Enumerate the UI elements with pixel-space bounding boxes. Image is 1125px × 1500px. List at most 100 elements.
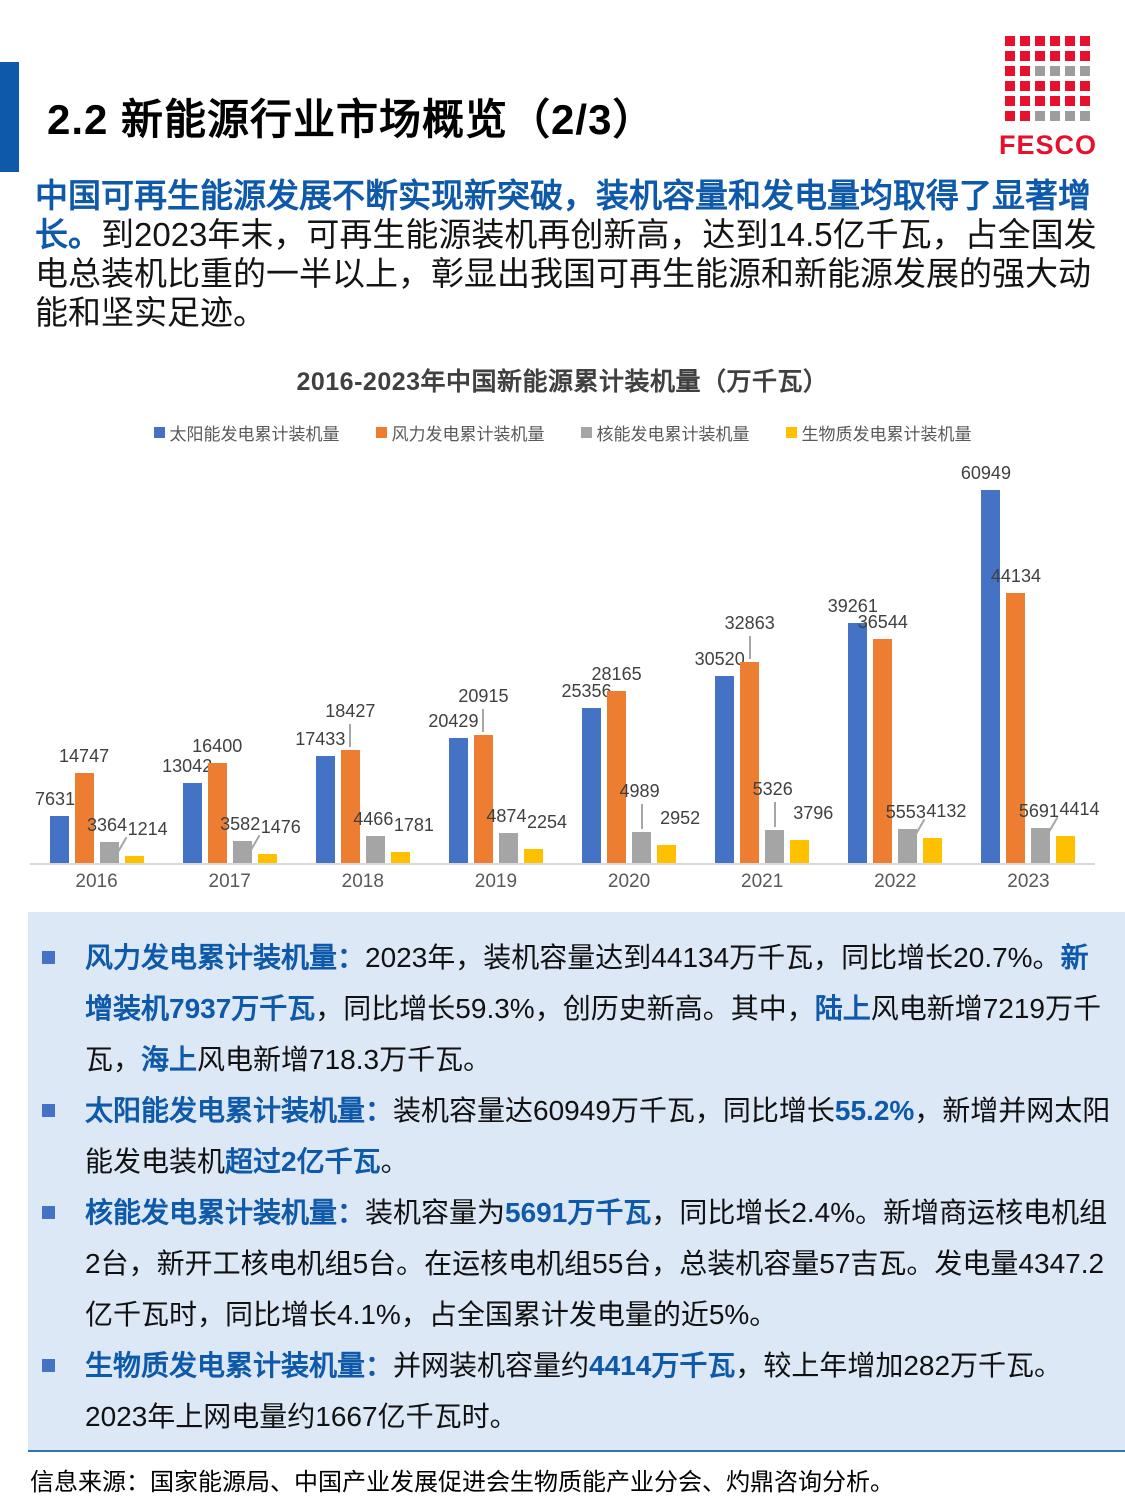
legend-label: 太阳能发电累计装机量 [169,425,340,444]
logo-red-square-icon [1019,36,1030,46]
bar-wind [473,735,493,863]
x-axis-label-2023: 2023 [1007,871,1050,892]
logo-red-square-icon [1004,111,1015,121]
label-leader-line [482,709,485,733]
x-axis-label-2019: 2019 [474,871,518,892]
bar-wind [74,772,94,863]
bullet-text: 核能发电累计装机量：装机容量为5691万千瓦，同比增长2.4%。新增商运核电机组… [85,1187,1113,1340]
bullet-text: 太阳能发电累计装机量：装机容量达60949万千瓦，同比增长55.2%，新增并网太… [85,1085,1113,1187]
data-label: 30520 [694,649,745,670]
logo-gray-square-icon [1034,66,1045,76]
data-label: 28165 [591,663,642,684]
body-text: 。 [380,1146,409,1177]
x-axis-label-2020: 2020 [607,871,651,892]
logo-red-square-icon [1049,81,1060,91]
bar-nuclear [632,832,652,863]
data-label: 39261 [827,595,878,616]
bar-biomass [923,837,943,863]
highlight-text: 海上 [141,1044,198,1075]
label-leader-line [748,635,751,659]
chart-legend: 太阳能发电累计装机量 风力发电累计装机量 核能发电累计装机量 生物质发电累计装机量 [0,420,1125,445]
fesco-logo-grid-icon [999,36,1095,121]
logo-red-square-icon [1049,96,1060,106]
bar-biomass [657,844,677,863]
data-label: 5553 [885,802,926,823]
summary-bullet: 生物质发电累计装机量：并网装机容量约4414万千瓦，较上年增加282万千瓦。20… [42,1340,1113,1442]
data-label: 7631 [35,789,76,810]
bar-wind [207,762,227,863]
bullet-square-icon [42,1104,55,1117]
legend-item-3: 生物质发电累计装机量 [785,420,972,445]
logo-red-square-icon [1034,51,1045,61]
data-label: 44134 [990,565,1041,586]
bullet-square-icon [42,1359,55,1372]
highlight-text: 55.2% [834,1095,915,1126]
bar-solar [981,490,1001,863]
legend-label: 风力发电累计装机量 [391,425,545,444]
logo-red-square-icon [1064,51,1075,61]
bar-wind [607,690,627,863]
data-label: 4414 [1059,799,1100,819]
highlight-text: 核能发电累计装机量： [85,1197,366,1228]
x-axis-label-2018: 2018 [341,871,384,892]
data-label: 3364 [87,815,128,836]
summary-bullet-list: 风力发电累计装机量：2023年，装机容量达到44134万千瓦，同比增长20.7%… [42,932,1113,1442]
body-text: ，同比增长59.3%，创历史新高。其中， [315,993,815,1024]
logo-red-square-icon [1019,51,1030,61]
logo-red-square-icon [1049,51,1060,61]
body-text: 2023年，装机容量达到44134万千瓦，同比增长20.7%。 [365,942,1061,973]
summary-bullet: 风力发电累计装机量：2023年，装机容量达到44134万千瓦，同比增长20.7%… [42,932,1113,1085]
bar-solar [182,783,202,863]
x-axis-label-2017: 2017 [208,871,251,892]
logo-red-square-icon [1079,51,1090,61]
legend-label: 核能发电累计装机量 [596,425,750,444]
x-axis-label-2021: 2021 [741,871,784,892]
body-text: 并网装机容量约 [393,1350,590,1381]
bar-biomass [790,839,810,863]
bar-wind [340,750,360,863]
bullet-square-icon [42,951,55,964]
bar-nuclear [765,830,785,863]
data-label: 1781 [393,815,434,836]
logo-gray-square-icon [1049,111,1060,121]
data-label: 4466 [353,808,394,829]
data-label: 5691 [1018,801,1059,822]
legend-swatch-icon [375,427,387,438]
highlight-text: 生物质发电累计装机量： [85,1350,394,1381]
bar-nuclear [232,841,252,863]
bar-biomass [124,855,144,863]
data-label: 2254 [526,812,567,833]
bar-solar [582,707,602,863]
logo-gray-square-icon [1034,111,1045,121]
bar-solar [715,676,735,863]
bar-group-2016: 7631 14747 3364 1214 [30,458,168,863]
bullet-square-icon [42,1206,55,1219]
legend-swatch-icon [580,427,592,438]
bar-solar [315,756,335,863]
bar-group-2019: 20429 20915 4874 2254 [428,458,567,863]
bar-group-2021: 30520 32863 5326 3796 [694,458,833,863]
summary-panel: 风力发电累计装机量：2023年，装机容量达到44134万千瓦，同比增长20.7%… [28,912,1125,1452]
data-label: 20915 [458,686,509,707]
title-accent-bar [0,62,19,172]
bar-biomass [523,849,543,863]
body-text: 装机容量为 [365,1197,506,1228]
legend-swatch-icon [153,427,165,438]
intro-paragraph: 中国可再生能源发展不断实现新突破，装机容量和发电量均取得了显著增长。到2023年… [35,176,1097,332]
logo-red-square-icon [1019,96,1030,106]
legend-label: 生物质发电累计装机量 [801,425,972,444]
logo-red-square-icon [1004,66,1015,76]
highlight-text: 4414万千瓦 [589,1350,736,1381]
logo-red-square-icon [1019,66,1030,76]
body-text: 风电新增7219万千瓦， [85,993,1102,1075]
body-text: ，新增并网太阳能发电装机 [85,1095,1111,1177]
bar-group-2022: 39261 36544 5553 4132 [827,458,966,863]
logo-red-square-icon [1064,81,1075,91]
x-axis-label-2022: 2022 [874,871,917,892]
legend-item-2: 核能发电累计装机量 [580,420,750,445]
body-text: ，较上年增加282万千瓦。2023年上网电量约1667亿千瓦时。 [85,1350,1063,1432]
logo-red-square-icon [1079,81,1090,91]
data-label: 16400 [192,735,243,756]
logo-red-square-icon [1064,36,1075,46]
legend-item-0: 太阳能发电累计装机量 [153,420,340,445]
